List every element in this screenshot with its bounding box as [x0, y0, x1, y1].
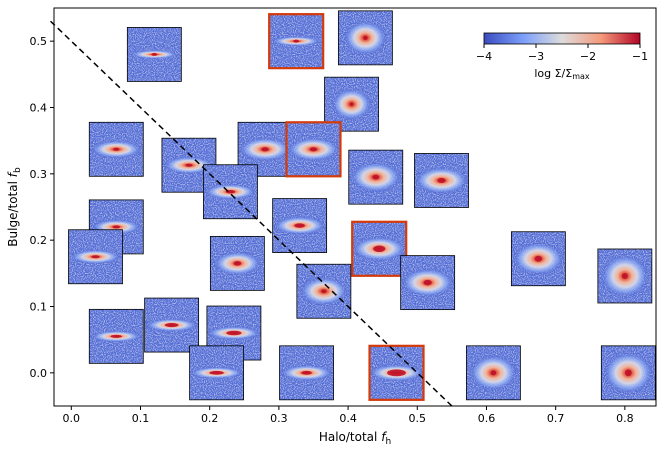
x-tick-label: 0.2	[201, 412, 219, 425]
galaxy-thumbnail	[88, 308, 144, 364]
x-tick-label: 0.4	[339, 412, 357, 425]
colorbar-tick-label: −1	[632, 50, 648, 63]
x-axis-ticks: 0.0 0.1 0.2 0.3 0.4 0.5 0.6 0.7 0.8	[63, 406, 634, 425]
x-axis-label: Halo/total fh	[319, 430, 391, 447]
galaxy-thumbnail	[279, 345, 334, 401]
galaxy-thumbnail	[597, 248, 653, 304]
galaxy-thumbnail	[351, 220, 408, 277]
y-tick-label: 0.1	[30, 301, 48, 314]
colorbar-tick-label: −4	[476, 50, 492, 63]
galaxy-thumbnail	[414, 153, 469, 208]
galaxy-thumbnail	[368, 344, 425, 401]
colorbar-label: log Σ/Σmax	[534, 67, 590, 81]
x-tick-label: 0.8	[616, 412, 634, 425]
x-tick-label: 0.3	[270, 412, 288, 425]
y-axis-ticks: 0.0 0.1 0.2 0.3 0.4 0.5	[30, 35, 54, 380]
galaxy-thumbnail	[465, 345, 521, 401]
galaxy-thumbnail	[272, 198, 328, 253]
galaxy-thumbnail	[209, 235, 265, 291]
x-tick-label: 0.6	[478, 412, 496, 425]
galaxy-thumbnail	[348, 149, 404, 205]
galaxy-thumbnail	[268, 13, 325, 70]
galaxy-thumbnails	[68, 10, 656, 401]
galaxy-thumbnail	[189, 345, 245, 401]
colorbar: −4 −3 −2 −1 log Σ/Σmax	[476, 32, 648, 81]
y-axis-label: Bulge/total fb	[6, 167, 23, 247]
x-tick-label: 0.7	[547, 412, 565, 425]
galaxy-thumbnail	[296, 263, 352, 319]
galaxy-thumbnail	[600, 345, 656, 401]
y-tick-label: 0.2	[30, 234, 48, 247]
x-tick-label: 0.1	[132, 412, 150, 425]
galaxy-thumbnail	[400, 255, 456, 311]
x-tick-label: 0.5	[409, 412, 427, 425]
galaxy-thumbnail	[68, 229, 123, 285]
colorbar-gradient	[483, 32, 641, 45]
galaxy-thumbnail	[324, 76, 379, 132]
dashed-reference-line	[50, 20, 453, 407]
y-tick-label: 0.3	[30, 168, 48, 181]
colorbar-ticks: −4 −3 −2 −1	[476, 44, 648, 63]
y-tick-label: 0.0	[30, 367, 48, 380]
galaxy-thumbnail	[126, 27, 182, 82]
plot-frame	[53, 7, 657, 407]
galaxy-thumbnail	[510, 231, 566, 287]
x-tick-label: 0.0	[63, 412, 81, 425]
y-tick-label: 0.5	[30, 35, 48, 48]
galaxy-thumbnail	[88, 121, 144, 177]
colorbar-tick-label: −3	[528, 50, 544, 63]
galaxy-thumbnail	[285, 121, 342, 178]
galaxy-thumbnail	[144, 297, 200, 353]
galaxy-thumbnail	[337, 10, 393, 66]
colorbar-tick-label: −2	[580, 50, 596, 63]
galaxy-thumbnail	[203, 164, 258, 220]
y-tick-label: 0.4	[30, 102, 48, 115]
